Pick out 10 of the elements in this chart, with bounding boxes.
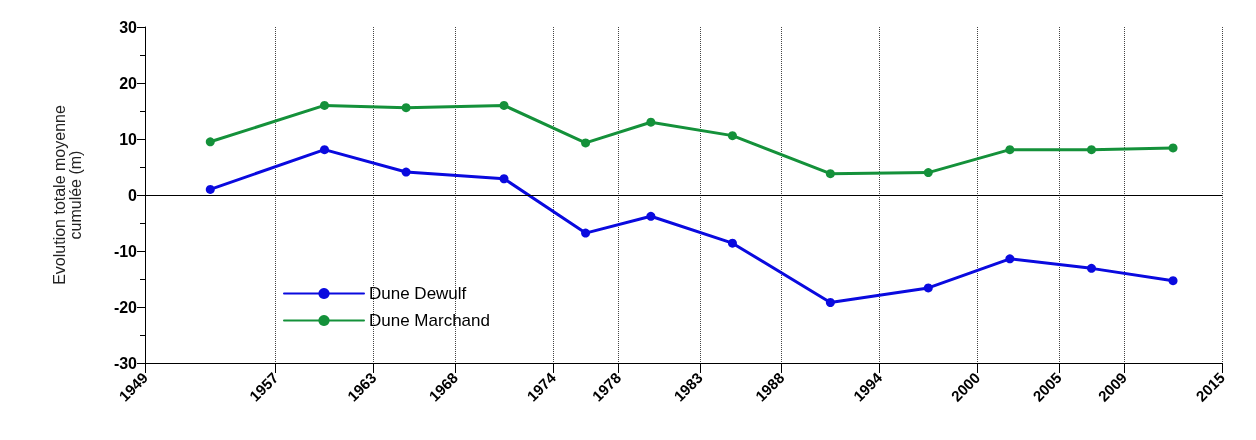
- y-tick-label: -30: [113, 354, 138, 372]
- y-tick-label: -10: [113, 242, 138, 260]
- legend-label: Dune Marchand: [369, 311, 490, 330]
- y-tick-label: 20: [119, 74, 138, 92]
- y-tick-label: -20: [113, 298, 138, 316]
- y-tick-label: 10: [119, 130, 138, 148]
- y-tick-label: 30: [119, 18, 138, 36]
- y-tick-label: 0: [128, 186, 138, 204]
- legend-label: Dune Dewulf: [369, 284, 467, 303]
- y-axis-title: Evolution totale moyenne cumulée (m): [50, 105, 84, 285]
